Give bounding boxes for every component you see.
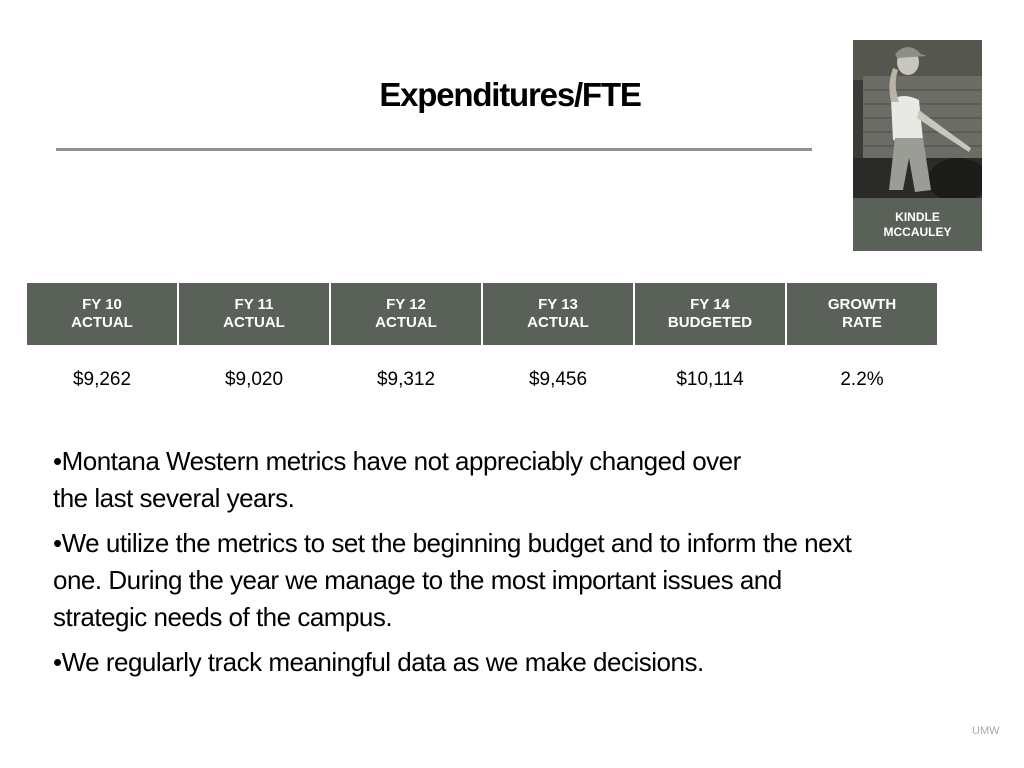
header-fy11: FY 11 ACTUAL xyxy=(179,283,329,345)
student-photo xyxy=(853,40,982,198)
value-fy13: $9,456 xyxy=(528,369,588,390)
value-fy10: $9,262 xyxy=(72,369,132,390)
header-line1: FY 10 xyxy=(82,296,122,313)
table-row: $9,262 $9,020 $9,312 $9,456 $10,114 2.2% xyxy=(27,369,939,391)
header-line1: FY 14 xyxy=(690,296,730,313)
header-fy13: FY 13 ACTUAL xyxy=(483,283,633,345)
header-line2: ACTUAL xyxy=(71,314,133,331)
bullet-item: •Montana Western metrics have not apprec… xyxy=(53,446,741,513)
header-line2: ACTUAL xyxy=(223,314,285,331)
header-line2: RATE xyxy=(842,314,882,331)
value-growth-rate: 2.2% xyxy=(840,369,884,390)
header-line1: FY 13 xyxy=(538,296,578,313)
header-line2: ACTUAL xyxy=(375,314,437,331)
header-line2: ACTUAL xyxy=(527,314,589,331)
bullet-item: •We utilize the metrics to set the begin… xyxy=(53,528,852,632)
photo-card: KINDLE MCCAULEY xyxy=(853,40,982,251)
header-fy14: FY 14 BUDGETED xyxy=(635,283,785,345)
footer-label: UMW xyxy=(972,725,1000,737)
header-line1: GROWTH xyxy=(827,296,897,313)
title-divider xyxy=(56,148,812,151)
photo-caption: KINDLE MCCAULEY xyxy=(853,198,982,251)
header-line1: FY 12 xyxy=(386,296,426,313)
header-line1: FY 11 xyxy=(234,296,274,313)
caption-last-name: MCCAULEY xyxy=(883,224,952,239)
bullet-item: •We regularly track meaningful data as w… xyxy=(53,647,704,677)
value-fy14: $10,114 xyxy=(676,369,744,390)
caption-first-name: KINDLE xyxy=(895,209,940,224)
table-header-row: FY 10 ACTUAL FY 11 ACTUAL FY 12 ACTUAL F… xyxy=(27,283,939,345)
header-line2: BUDGETED xyxy=(667,314,753,331)
value-fy12: $9,312 xyxy=(376,369,436,390)
expenditures-table: FY 10 ACTUAL FY 11 ACTUAL FY 12 ACTUAL F… xyxy=(27,283,939,391)
slide-title: Expenditures/FTE xyxy=(379,76,642,113)
header-fy10: FY 10 ACTUAL xyxy=(27,283,177,345)
value-fy11: $9,020 xyxy=(224,369,284,390)
bullet-list: •Montana Western metrics have not apprec… xyxy=(53,443,853,689)
header-growth-rate: GROWTH RATE xyxy=(787,283,937,345)
header-fy12: FY 12 ACTUAL xyxy=(331,283,481,345)
